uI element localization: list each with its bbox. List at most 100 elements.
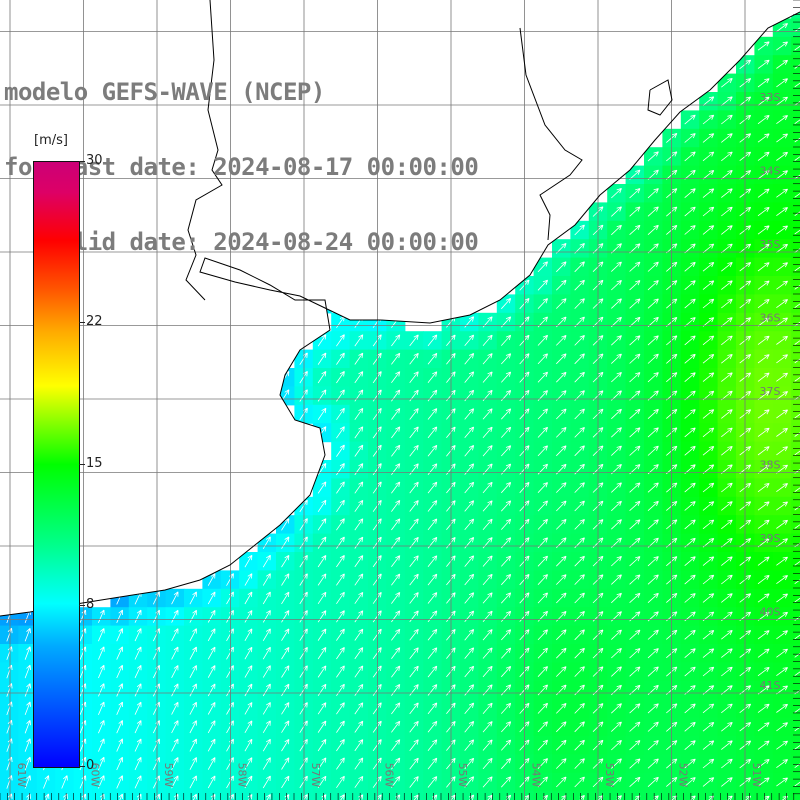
speed-cell xyxy=(644,220,663,240)
speed-cell xyxy=(165,644,185,663)
speed-cell xyxy=(552,478,571,498)
speed-cell xyxy=(386,368,406,387)
wind-arrow xyxy=(501,298,512,310)
wind-arrow xyxy=(794,192,800,198)
speed-cell xyxy=(662,662,682,682)
wind-arrow xyxy=(556,261,567,273)
wind-arrow xyxy=(391,647,401,660)
wind-arrow xyxy=(794,284,800,290)
speed-cell xyxy=(552,239,571,259)
speed-cell xyxy=(772,423,792,443)
speed-cell xyxy=(644,791,663,800)
speed-cell xyxy=(496,644,516,663)
speed-cell xyxy=(754,625,774,645)
speed-cell xyxy=(662,386,682,406)
speed-cell xyxy=(496,791,516,800)
wind-arrow xyxy=(464,610,475,623)
speed-cell xyxy=(662,239,682,259)
wind-arrow xyxy=(611,519,622,530)
lon-label: 58W xyxy=(236,763,249,788)
speed-cell xyxy=(772,791,792,800)
wind-arrow xyxy=(702,170,715,180)
speed-cell xyxy=(717,460,737,479)
wind-arrow xyxy=(116,775,123,789)
speed-cell xyxy=(404,662,424,682)
wind-arrow xyxy=(226,720,234,734)
speed-cell xyxy=(699,257,719,277)
wind-arrow xyxy=(611,556,622,567)
wind-arrow xyxy=(794,432,800,437)
wind-arrow xyxy=(244,646,253,660)
wind-arrow xyxy=(647,280,659,291)
speed-cell xyxy=(717,772,737,792)
wind-arrow xyxy=(776,188,788,198)
speed-cell xyxy=(257,662,277,682)
speed-cell xyxy=(644,699,663,719)
speed-cell xyxy=(349,625,369,645)
speed-cell xyxy=(496,662,516,682)
speed-cell xyxy=(478,644,498,663)
wind-arrow xyxy=(262,720,271,734)
speed-cell xyxy=(736,128,755,148)
wind-arrow xyxy=(794,340,800,345)
speed-cell xyxy=(552,717,571,737)
speed-cell xyxy=(533,276,553,295)
speed-cell xyxy=(644,441,663,461)
lat-label: 41S xyxy=(760,679,781,692)
speed-cell xyxy=(791,294,800,314)
speed-cell xyxy=(423,680,443,700)
speed-cell xyxy=(570,717,590,737)
speed-cell xyxy=(404,680,424,700)
speed-cell xyxy=(717,625,737,645)
speed-cell xyxy=(662,423,682,443)
wind-arrow xyxy=(702,409,715,419)
wind-arrow xyxy=(721,170,733,180)
wind-arrow xyxy=(391,610,401,623)
speed-cell xyxy=(552,331,571,351)
speed-cell xyxy=(662,441,682,461)
wind-arrow xyxy=(537,261,548,273)
speed-cell xyxy=(570,552,590,571)
wind-arrow xyxy=(794,560,800,566)
wind-arrow xyxy=(794,487,800,493)
speed-cell xyxy=(791,220,800,240)
wind-arrow xyxy=(409,684,419,696)
wind-arrow xyxy=(427,610,438,623)
lat-label: 37S xyxy=(760,385,781,398)
wind-arrow xyxy=(776,372,788,382)
wind-arrow xyxy=(281,518,290,531)
speed-cell xyxy=(349,349,369,369)
wind-arrow xyxy=(409,426,419,439)
speed-cell xyxy=(496,625,516,645)
speed-cell xyxy=(772,368,792,387)
wind-arrow xyxy=(409,573,419,586)
wind-arrow xyxy=(776,23,788,33)
wind-arrow xyxy=(757,630,770,640)
wind-arrow xyxy=(537,555,548,567)
speed-cell xyxy=(423,331,443,351)
speed-cell xyxy=(533,588,553,608)
speed-cell xyxy=(570,239,590,259)
wind-arrow xyxy=(556,574,567,585)
wind-arrow xyxy=(574,647,585,659)
wind-arrow xyxy=(427,573,438,586)
speed-cell xyxy=(736,570,755,590)
wind-arrow xyxy=(611,574,622,585)
speed-cell xyxy=(331,570,351,590)
speed-cell xyxy=(625,423,645,443)
speed-cell xyxy=(791,625,800,645)
speed-cell xyxy=(184,680,203,700)
wind-arrow xyxy=(464,684,475,696)
speed-cell xyxy=(607,570,627,590)
wind-arrow xyxy=(757,133,770,143)
speed-cell xyxy=(496,533,516,553)
speed-cell xyxy=(754,147,774,167)
speed-cell xyxy=(772,496,792,516)
speed-cell xyxy=(460,441,479,461)
speed-cell xyxy=(349,717,369,737)
speed-cell xyxy=(644,423,663,443)
speed-cell xyxy=(772,699,792,719)
wind-arrow xyxy=(647,776,659,787)
wind-arrow xyxy=(776,722,788,732)
speed-cell xyxy=(662,791,682,800)
